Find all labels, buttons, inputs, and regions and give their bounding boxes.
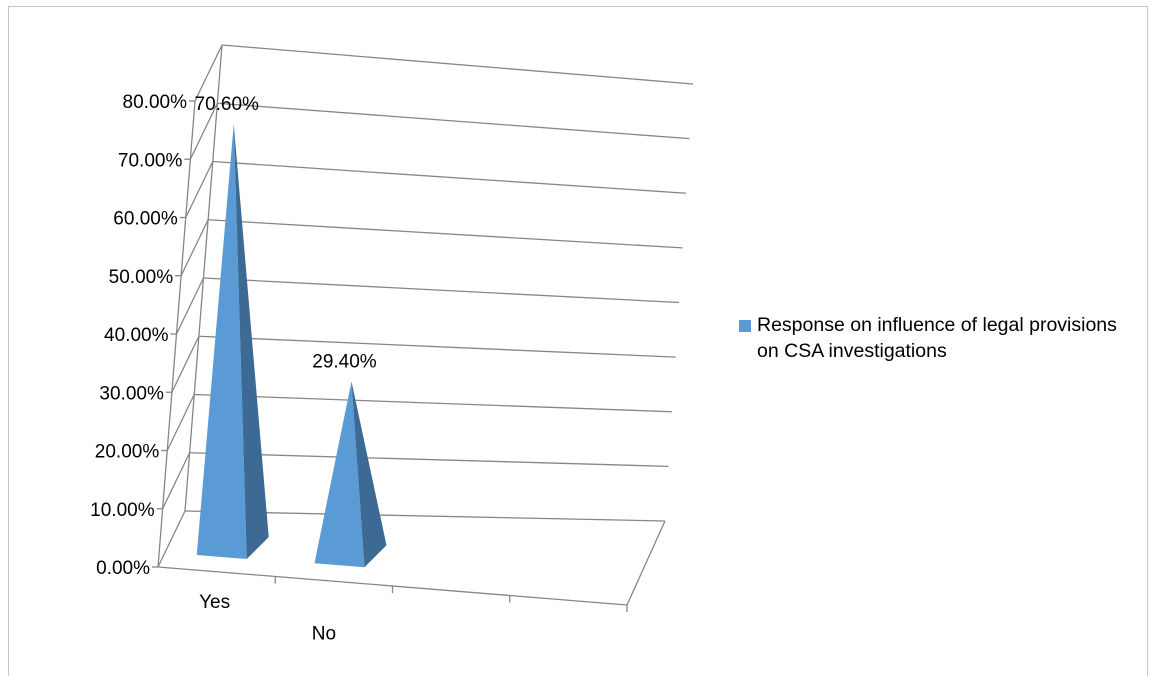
pyramid-bars <box>196 123 387 568</box>
x-category-label: Yes <box>199 592 230 613</box>
gridline <box>208 219 683 249</box>
gridline <box>203 277 680 304</box>
side-gridline <box>185 161 214 218</box>
x-category-labels: Yes No <box>199 592 336 645</box>
y-axis-back <box>184 44 223 512</box>
side-gridline <box>157 510 186 568</box>
side-gridline <box>162 452 191 510</box>
y-tick-label: 50.00% <box>109 267 174 288</box>
pyramid-bar-front <box>196 123 247 560</box>
y-tick-labels: 0.00% 10.00% 20.00% 30.00% 40.00% 50.00% 60.00… <box>90 92 187 579</box>
x-category-label: No <box>312 623 336 644</box>
y-tick-label: 80.00% <box>123 92 188 113</box>
data-labels: 70.60% 29.40% <box>195 94 377 373</box>
y-tick-label: 40.00% <box>104 325 169 346</box>
gridline <box>212 160 687 194</box>
y-tick-label: 60.00% <box>113 209 178 230</box>
side-gridline <box>175 277 205 335</box>
y-tick-label: 30.00% <box>99 383 164 404</box>
y-tick-label: 20.00% <box>95 442 160 463</box>
side-gridline <box>166 394 195 451</box>
y-axis-front <box>157 100 196 568</box>
pyramid-bar-side <box>351 381 387 568</box>
gridline <box>217 102 690 140</box>
gridline <box>198 335 676 358</box>
side-gridline <box>189 102 218 160</box>
gridline <box>189 452 669 468</box>
legend: Response on influence of legal provision… <box>739 312 1139 364</box>
y-tick-label: 70.00% <box>118 150 183 171</box>
y-tick-label: 10.00% <box>90 500 155 521</box>
side-gridline <box>194 44 223 102</box>
legend-label: Response on influence of legal provision… <box>757 314 1117 362</box>
side-gridline <box>180 219 209 277</box>
legend-swatch <box>739 320 751 332</box>
gridlines <box>157 44 694 568</box>
pyramid-bar-side <box>233 123 269 560</box>
side-gridline <box>171 335 200 393</box>
floor-right-edge <box>626 520 666 606</box>
gridline <box>194 393 673 413</box>
data-label: 29.40% <box>312 351 377 372</box>
data-label: 70.60% <box>195 94 260 115</box>
gridline <box>221 44 694 85</box>
axes <box>152 44 666 612</box>
y-tick-label: 0.00% <box>96 558 150 579</box>
pyramid-bar-front <box>314 381 365 568</box>
